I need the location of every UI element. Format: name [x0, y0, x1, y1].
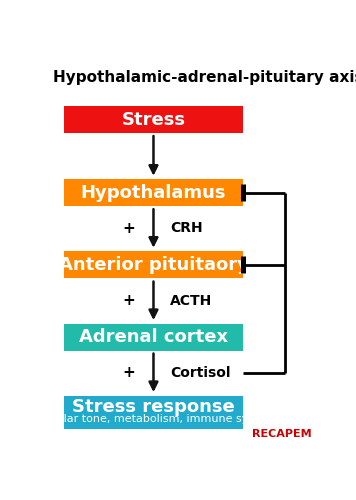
Text: Hypothalamic-adrenal-pituitary axis: Hypothalamic-adrenal-pituitary axis	[53, 70, 356, 84]
FancyBboxPatch shape	[64, 180, 243, 206]
Text: +: +	[122, 294, 135, 308]
Text: Adrenal cortex: Adrenal cortex	[79, 328, 228, 346]
Text: CRH: CRH	[170, 222, 203, 235]
Text: Stress response: Stress response	[72, 398, 235, 416]
Text: RECAPEM: RECAPEM	[252, 429, 312, 439]
FancyBboxPatch shape	[64, 396, 243, 428]
FancyBboxPatch shape	[64, 252, 243, 278]
Text: Hypothalamus: Hypothalamus	[81, 184, 226, 202]
Text: Vascular tone, metabolism, immune system: Vascular tone, metabolism, immune system	[31, 414, 276, 424]
Text: Cortisol: Cortisol	[170, 366, 231, 380]
Text: Anterior pituitaory: Anterior pituitaory	[58, 256, 248, 274]
Text: +: +	[122, 366, 135, 380]
FancyBboxPatch shape	[64, 106, 243, 133]
Text: Stress: Stress	[121, 110, 185, 128]
Text: ACTH: ACTH	[170, 294, 212, 308]
FancyBboxPatch shape	[64, 324, 243, 350]
Text: +: +	[122, 221, 135, 236]
